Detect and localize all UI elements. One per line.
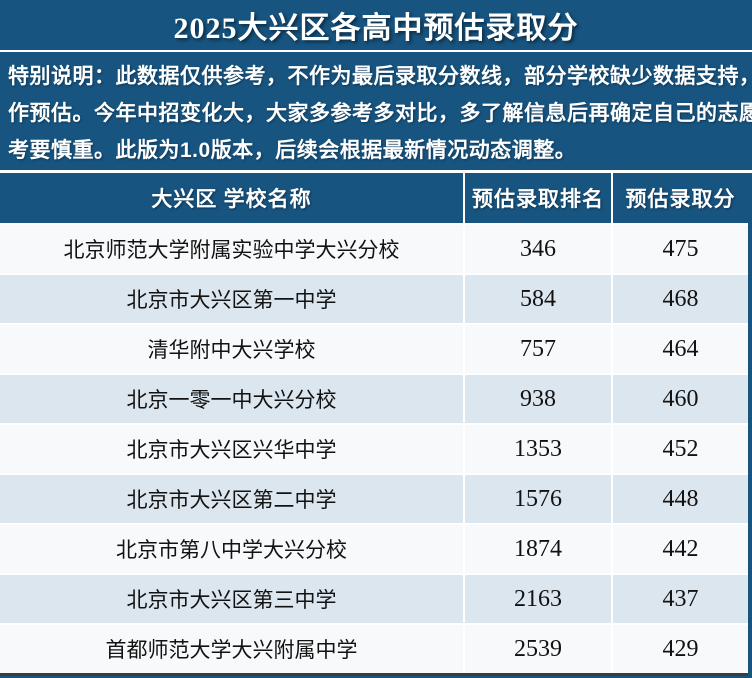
column-header-rank: 预估录取排名 xyxy=(465,173,611,223)
score-cell: 464 xyxy=(613,325,748,373)
score-cell: 475 xyxy=(613,225,748,273)
rank-cell: 584 xyxy=(465,275,611,323)
rank-cell: 2539 xyxy=(465,625,611,673)
school-cell: 北京市第八中学大兴分校 xyxy=(0,525,463,573)
notice-divider xyxy=(0,170,752,173)
column-header-school: 大兴区 学校名称 xyxy=(0,173,463,223)
school-cell: 清华附中大兴学校 xyxy=(0,325,463,373)
score-cell: 442 xyxy=(613,525,748,573)
rank-cell: 757 xyxy=(465,325,611,373)
column-header-score: 预估录取分 xyxy=(613,173,748,223)
admission-table: 大兴区 学校名称 预估录取排名 预估录取分 北京师范大学附属实验中学大兴分校 3… xyxy=(0,173,748,673)
rank-cell: 2163 xyxy=(465,575,611,623)
score-cell: 460 xyxy=(613,375,748,423)
school-cell: 北京市大兴区兴华中学 xyxy=(0,425,463,473)
score-cell: 437 xyxy=(613,575,748,623)
score-cell: 429 xyxy=(613,625,748,673)
school-cell: 北京师范大学附属实验中学大兴分校 xyxy=(0,225,463,273)
school-cell: 北京市大兴区第二中学 xyxy=(0,475,463,523)
rank-cell: 1874 xyxy=(465,525,611,573)
school-cell: 首都师范大学大兴附属中学 xyxy=(0,625,463,673)
notice-block: 特别说明：此数据仅供参考，不作为最后录取分数线，部分学校缺少数据支持，暂不 作预… xyxy=(0,52,752,170)
score-cell: 468 xyxy=(613,275,748,323)
score-cell: 452 xyxy=(613,425,748,473)
rank-cell: 1353 xyxy=(465,425,611,473)
notice-line-1: 特别说明：此数据仅供参考，不作为最后录取分数线，部分学校缺少数据支持，暂不 xyxy=(8,65,752,88)
rank-cell: 938 xyxy=(465,375,611,423)
rank-cell: 346 xyxy=(465,225,611,273)
school-cell: 北京市大兴区第一中学 xyxy=(0,275,463,323)
score-cell: 448 xyxy=(613,475,748,523)
notice-line-2: 作预估。今年中招变化大，大家多参考多对比，多了解信息后再确定自己的志愿，报 xyxy=(8,102,752,125)
title-divider xyxy=(0,50,752,52)
notice-line-3: 考要慎重。此版为1.0版本，后续会根据最新情况动态调整。 xyxy=(8,139,577,162)
page-title: 2025大兴区各高中预估录取分 xyxy=(173,12,579,45)
table-bottom-border xyxy=(0,673,748,676)
rank-cell: 1576 xyxy=(465,475,611,523)
school-cell: 北京市大兴区第三中学 xyxy=(0,575,463,623)
school-cell: 北京一零一中大兴分校 xyxy=(0,375,463,423)
